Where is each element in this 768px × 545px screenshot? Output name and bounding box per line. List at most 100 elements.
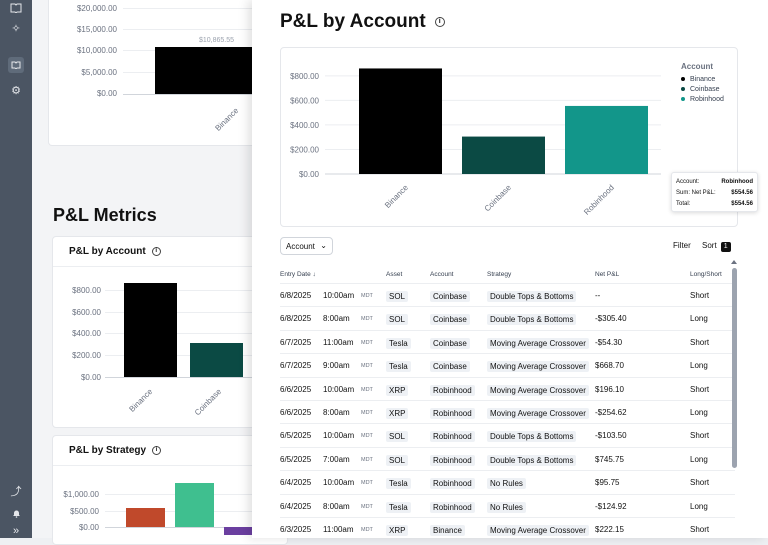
timezone-cell: MDT xyxy=(361,433,373,440)
net-pl-cell: $745.75 xyxy=(595,454,624,464)
y-tick: $20,000.00 xyxy=(76,4,117,13)
book-icon[interactable] xyxy=(8,0,24,16)
info-icon[interactable]: i xyxy=(152,445,162,455)
x-tick: Binance xyxy=(127,387,155,414)
entry-date-cell: 6/3/2025 xyxy=(280,525,312,534)
group-by-dropdown[interactable]: Account ⌄ xyxy=(280,237,333,255)
account-cell: Robinhood xyxy=(430,384,475,396)
sparkle-icon[interactable]: ✧ xyxy=(11,22,21,35)
account-cell: Robinhood xyxy=(430,454,475,466)
chart-legend: Account Binance Coinbase Robinhood xyxy=(681,62,724,104)
strategy-cell: Moving Average Crossover xyxy=(487,337,589,349)
card2-bar-3[interactable] xyxy=(224,527,263,535)
scroll-up-arrow[interactable] xyxy=(731,260,737,264)
strategy-cell: Double Tops & Bottoms xyxy=(487,291,577,302)
y-tick: $600.00 xyxy=(290,96,319,105)
net-pl-cell: -$54.30 xyxy=(595,337,623,347)
entry-date-cell: 6/6/2025 xyxy=(280,408,312,417)
long-short-cell: Long xyxy=(690,408,708,417)
bar-data-label: $10,865.55 xyxy=(199,37,235,44)
entry-time-cell: 8:00am xyxy=(323,314,350,324)
long-short-cell: Long xyxy=(690,361,708,371)
table-row[interactable]: 6/4/2025 10:00am MDT Tesla Robinhood No Rules… xyxy=(280,470,735,493)
column-asset[interactable]: Asset xyxy=(386,271,403,278)
gears-icon[interactable]: ⚙ xyxy=(11,84,21,97)
entry-date-cell: 6/6/2025 xyxy=(280,384,312,394)
detail-panel: P&L by Account i $800.00 $600.00 $400.00 $20… xyxy=(252,0,768,538)
y-tick: $400.00 xyxy=(290,121,319,130)
x-tick: Binance xyxy=(213,106,241,133)
timezone-cell: MDT xyxy=(361,293,373,299)
account-cell: Binance xyxy=(430,525,465,536)
bar-binance[interactable] xyxy=(359,68,442,174)
entry-date-cell: 6/4/2025 xyxy=(280,501,312,511)
table-row[interactable]: 6/5/2025 10:00am MDT SOL Robinhood Double Top… xyxy=(280,423,735,446)
asset-cell: SOL xyxy=(386,314,409,326)
table-row[interactable]: 6/8/2025 8:00am MDT SOL Coinbase Double Tops … xyxy=(280,306,735,329)
card2-bar-2[interactable] xyxy=(175,483,214,527)
column-strategy[interactable]: Strategy xyxy=(487,271,512,278)
table-row[interactable]: 6/7/2025 9:00am MDT Tesla Coinbase Moving Ave… xyxy=(280,353,735,376)
timezone-cell: MDT xyxy=(361,527,373,533)
column-net-pl[interactable]: Net P&L xyxy=(595,271,620,278)
account-cell: Coinbase xyxy=(430,314,470,326)
column-entry-date[interactable]: Entry Date ↓ xyxy=(280,271,316,278)
table-row[interactable]: 6/6/2025 8:00am MDT XRP Robinhood Moving Aver… xyxy=(280,400,735,423)
sort-button[interactable]: Sort 1 xyxy=(702,241,731,252)
card1-bar-coinbase[interactable] xyxy=(190,343,243,377)
filter-button[interactable]: Filter xyxy=(673,241,691,250)
bar-robinhood[interactable] xyxy=(565,105,648,174)
table-row[interactable]: 6/8/2025 10:00am MDT SOL Coinbase Double Tops… xyxy=(280,283,735,306)
strategy-cell: Double Tops & Bottoms xyxy=(487,454,577,466)
table-row[interactable]: 6/4/2025 8:00am MDT Tesla Robinhood No Rules -… xyxy=(280,493,735,517)
card2-bar-1[interactable] xyxy=(126,508,165,527)
y-tick: $200.00 xyxy=(72,351,101,360)
bar-coinbase[interactable] xyxy=(462,136,545,174)
table-row[interactable]: 6/7/2025 11:00am MDT Tesla Coinbase Moving Av… xyxy=(280,329,735,353)
net-pl-cell: $222.15 xyxy=(595,525,624,534)
table-row[interactable]: 6/3/2025 11:00am MDT XRP Binance Moving Avera… xyxy=(280,517,735,540)
column-account[interactable]: Account xyxy=(430,271,454,278)
timezone-cell: MDT xyxy=(361,456,373,463)
scrollbar[interactable] xyxy=(732,268,737,468)
strategy-cell: Moving Average Crossover xyxy=(487,408,589,419)
bar-chart: $800.00 $600.00 $400.00 $200.00 $0.00 Binance… xyxy=(290,68,661,217)
x-tick: Coinbase xyxy=(192,387,224,418)
info-icon[interactable]: i xyxy=(151,246,161,256)
table-row[interactable]: 6/5/2025 7:00am MDT SOL Robinhood Double Tops… xyxy=(280,446,735,470)
card1-bar-binance[interactable] xyxy=(124,283,177,377)
table-row[interactable]: 6/6/2025 10:00am MDT XRP Robinhood Moving Ave… xyxy=(280,376,735,400)
top-chart-card: $20,000.00 $15,000.00 $10,000.00 $5,000.… xyxy=(48,0,289,146)
net-pl-cell: -$124.92 xyxy=(595,501,627,511)
asset-cell: XRP xyxy=(386,525,409,536)
left-rail: ✧ ⚙ ⤴ » xyxy=(0,0,32,538)
long-short-cell: Long xyxy=(690,501,708,511)
info-icon[interactable]: i xyxy=(434,16,445,27)
strategy-cell: No Rules xyxy=(487,501,526,513)
chart-icon[interactable]: ⤴ xyxy=(10,486,22,498)
legend-item-binance[interactable]: Binance xyxy=(681,74,724,84)
entry-date-cell: 6/5/2025 xyxy=(280,454,312,464)
column-long-short[interactable]: Long/Short xyxy=(690,271,722,278)
legend-item-robinhood[interactable]: Robinhood xyxy=(681,94,724,104)
entry-time-cell: 9:00am xyxy=(323,361,350,371)
top-chart-bar-binance[interactable] xyxy=(155,47,253,94)
strategy-cell: Double Tops & Bottoms xyxy=(487,431,577,443)
y-tick: $10,000.00 xyxy=(76,46,117,55)
entry-time-cell: 8:00am xyxy=(323,501,350,511)
timezone-cell: MDT xyxy=(361,503,373,510)
strategy-cell: Moving Average Crossover xyxy=(487,525,589,536)
account-cell: Coinbase xyxy=(430,291,470,302)
long-short-cell: Short xyxy=(690,291,710,300)
legend-item-coinbase[interactable]: Coinbase xyxy=(681,84,724,94)
timezone-cell: MDT xyxy=(361,316,373,323)
account-cell: Robinhood xyxy=(430,501,475,513)
asset-cell: SOL xyxy=(386,454,409,466)
bell-icon[interactable] xyxy=(8,505,24,521)
panel-title: P&L by Account i xyxy=(280,11,445,33)
chart-tooltip: Account: Robinhood Sum: Net P&L: $554.56 T… xyxy=(671,172,758,212)
y-tick: $500.00 xyxy=(70,507,99,516)
expand-icon[interactable]: » xyxy=(12,525,20,537)
asset-cell: Tesla xyxy=(386,501,411,513)
notebook-icon[interactable] xyxy=(8,57,24,73)
